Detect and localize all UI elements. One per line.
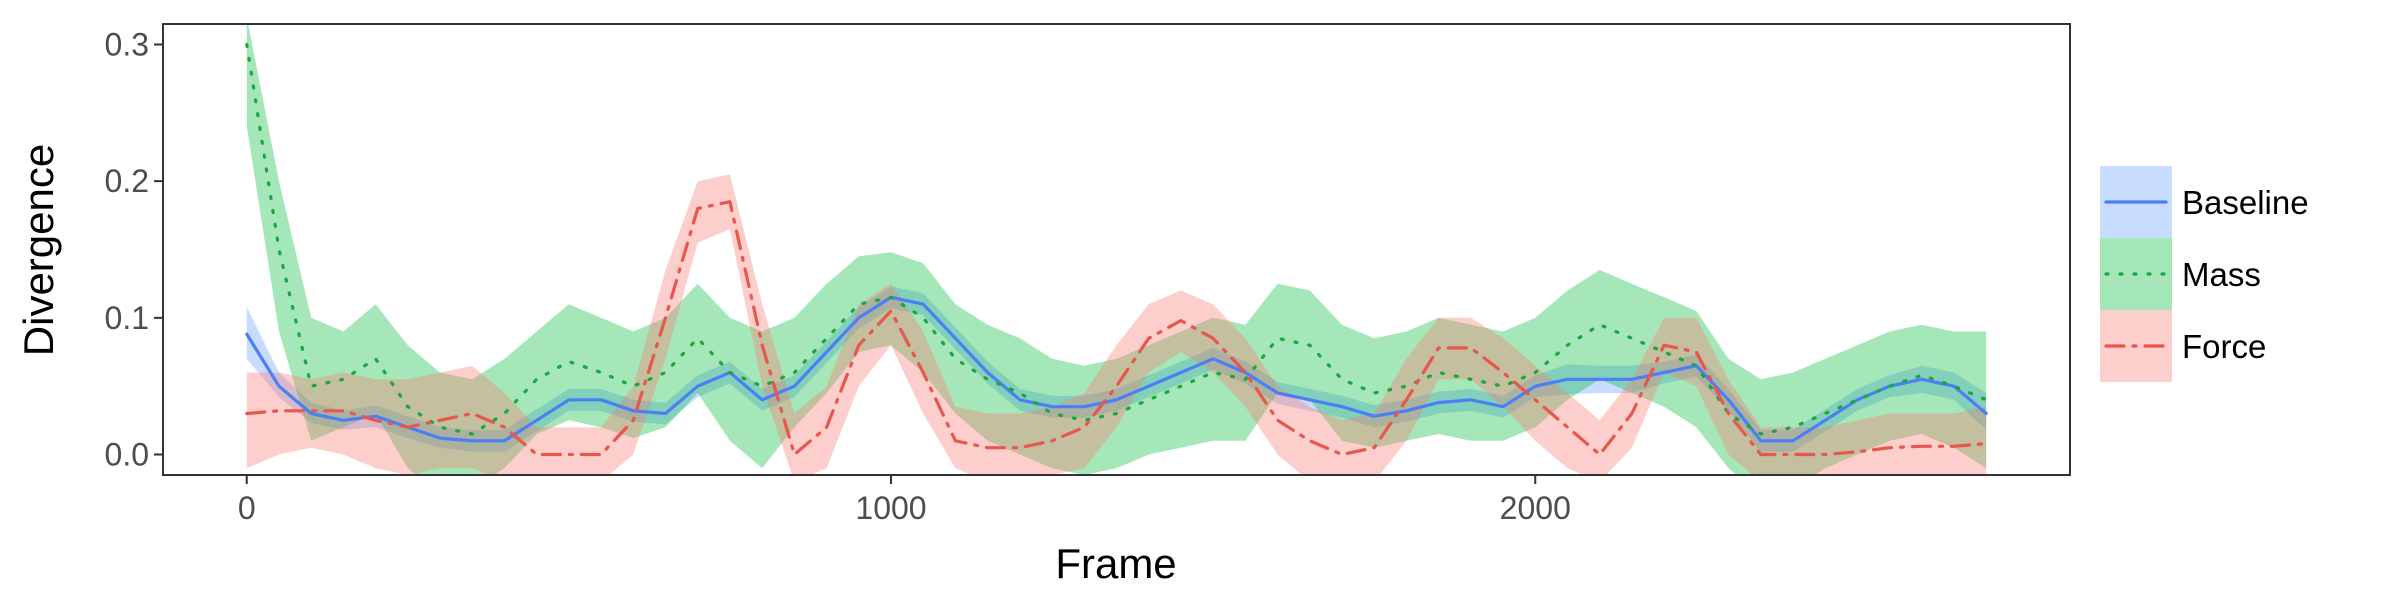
y-tick-label: 0.2 — [105, 163, 149, 199]
y-tick-label: 0.3 — [105, 27, 149, 63]
baseline-confidence-band — [246, 286, 1987, 452]
force-line — [245, 200, 1988, 457]
mass-line — [245, 42, 1988, 436]
y-axis-title: Divergence — [15, 144, 62, 356]
legend-label-force: Force — [2182, 328, 2266, 365]
force-confidence-band — [246, 174, 1987, 475]
x-tick-label: 2000 — [1500, 490, 1571, 526]
x-axis: 0 1000 2000 — [238, 475, 1571, 526]
plot-panel-border — [162, 23, 2071, 476]
x-tick-label: 0 — [238, 490, 256, 526]
mass-confidence-band — [246, 24, 1987, 475]
legend-item-force: Force — [2100, 310, 2266, 382]
legend: Baseline Mass Force — [2100, 166, 2309, 382]
y-tick-label: 0.1 — [105, 300, 149, 336]
legend-label-mass: Mass — [2182, 256, 2261, 293]
x-axis-title: Frame — [1055, 540, 1176, 587]
series-lines — [245, 42, 1988, 457]
x-tick-label: 1000 — [855, 490, 926, 526]
y-axis: 0.0 0.1 0.2 0.3 — [105, 27, 163, 473]
confidence-bands — [246, 24, 1987, 475]
legend-item-mass: Mass — [2100, 238, 2261, 310]
legend-label-baseline: Baseline — [2182, 184, 2309, 221]
legend-item-baseline: Baseline — [2100, 166, 2309, 238]
y-tick-label: 0.0 — [105, 437, 149, 473]
